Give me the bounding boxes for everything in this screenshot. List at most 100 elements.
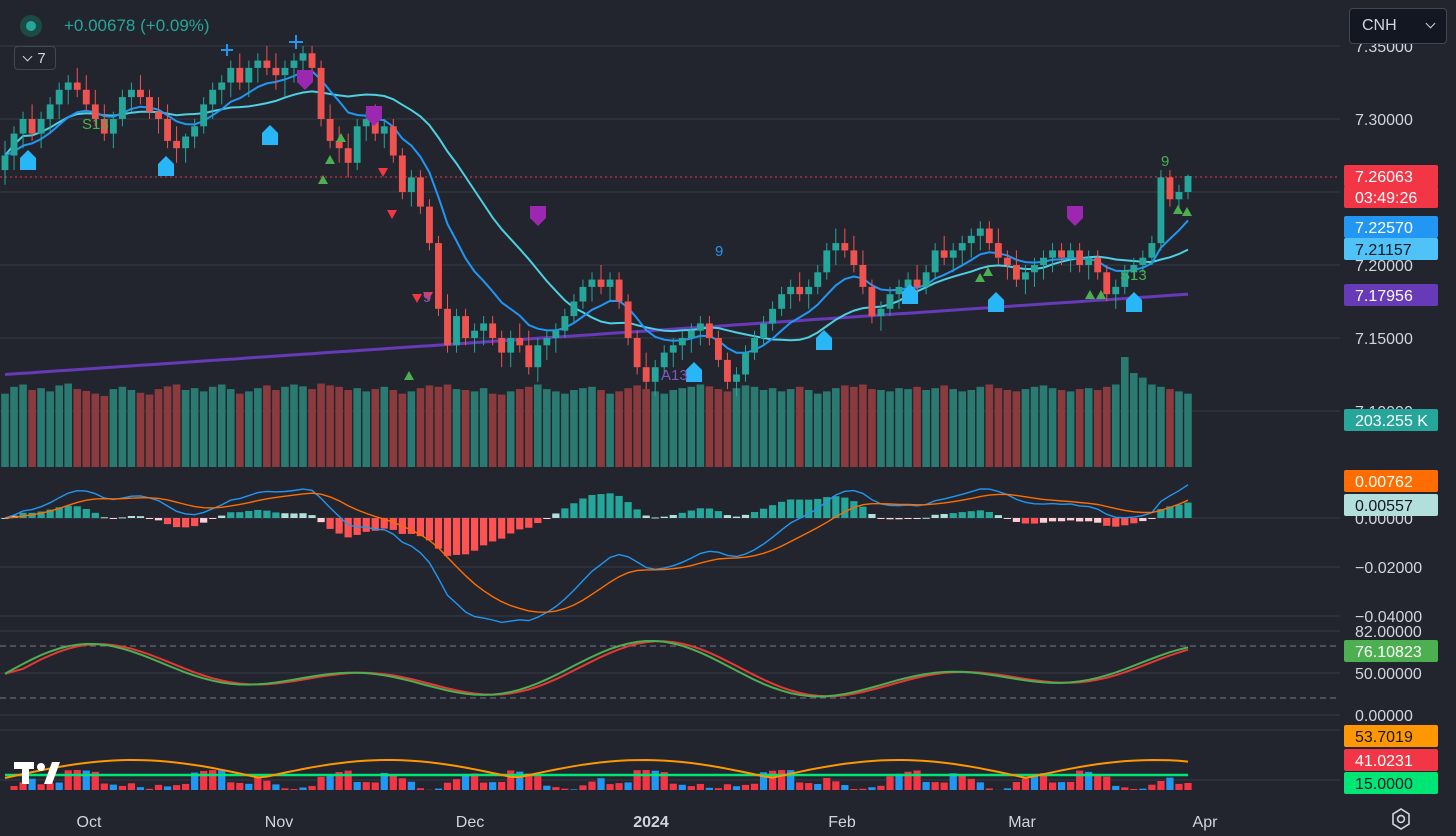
macd-histogram-bar xyxy=(615,495,623,518)
ma-mid-label-bg xyxy=(1344,238,1438,260)
macd-histogram-bar xyxy=(877,518,885,519)
macd-histogram-bar xyxy=(1003,518,1012,519)
candle-body xyxy=(787,286,795,295)
candle-body xyxy=(1175,192,1183,200)
macd-histogram-bar xyxy=(1012,518,1021,522)
adx-bar xyxy=(1130,788,1138,790)
adx-bar xyxy=(154,784,163,790)
adx-pane[interactable] xyxy=(4,758,1192,790)
volume-bar xyxy=(1130,373,1138,467)
last-price-label-bg xyxy=(1344,165,1438,187)
candle-body xyxy=(1184,175,1192,192)
candle-body xyxy=(489,323,497,338)
threshold-label: 15.0000 xyxy=(1355,776,1413,793)
adx-bar xyxy=(543,785,551,790)
volume-bar xyxy=(822,391,831,467)
di-label: 41.0231 xyxy=(1355,753,1413,770)
volume-bar xyxy=(723,391,732,467)
tradingview-logo-icon xyxy=(14,762,60,784)
macd-histogram-bar xyxy=(651,517,659,519)
macd-histogram-bar xyxy=(832,496,840,518)
indicators-collapse-button[interactable]: 7 xyxy=(14,46,56,70)
adx-bar xyxy=(191,772,199,790)
macd-histogram-bar xyxy=(841,497,849,518)
symbol-select[interactable]: CNH xyxy=(1349,8,1447,44)
adx-bar xyxy=(344,770,352,790)
volume-bar xyxy=(64,383,73,467)
volume-bar xyxy=(1175,391,1183,467)
chevron-down-icon xyxy=(22,51,33,61)
macd-histogram-bar xyxy=(859,506,867,518)
volume-bar xyxy=(1075,389,1084,467)
adx-bar xyxy=(949,773,957,790)
volume-bar xyxy=(1030,386,1039,467)
adx-bar xyxy=(489,782,497,790)
adx-bar xyxy=(37,784,45,790)
volume-bar xyxy=(660,393,669,467)
price-candles[interactable] xyxy=(1,46,1192,397)
volume-bar xyxy=(73,389,82,467)
volume-bar xyxy=(389,390,398,467)
candle-body xyxy=(760,323,767,338)
candle-body xyxy=(805,286,813,295)
volume-bar xyxy=(1111,384,1120,467)
candle-body xyxy=(146,97,153,112)
candle-body xyxy=(236,67,244,83)
threshold-label-bg xyxy=(1344,772,1438,794)
signal-markers: S13 9 A13 9 S13 9 xyxy=(20,35,1192,384)
macd-pane[interactable] xyxy=(1,484,1192,624)
candle-body xyxy=(606,279,614,287)
volume-bar xyxy=(515,389,524,467)
macd-histogram-bar xyxy=(525,518,533,528)
macd-histogram-bar xyxy=(452,518,461,555)
macd-histogram-bar xyxy=(127,515,136,518)
volume-bar xyxy=(46,391,54,467)
adx-bar xyxy=(1139,788,1147,790)
candle-body xyxy=(1103,272,1111,295)
volume-bar xyxy=(226,389,235,467)
countdown-label-bg xyxy=(1344,186,1438,208)
macd-histogram-bar xyxy=(904,518,912,519)
macd-histogram-bar xyxy=(489,518,497,542)
candle-body xyxy=(73,82,81,90)
volume-bar xyxy=(290,384,298,467)
candle-body xyxy=(994,243,1002,258)
volume-bar xyxy=(940,385,948,467)
adx-bar xyxy=(525,773,533,790)
adx-bar xyxy=(1030,775,1039,790)
adx-bar xyxy=(669,783,677,790)
macd-histogram-bar xyxy=(380,518,388,529)
adx-bar xyxy=(642,770,650,790)
volume-label-bg xyxy=(1344,409,1438,431)
time-tick-label: Mar xyxy=(1008,814,1036,831)
volume-bar xyxy=(497,394,506,467)
volume-bar xyxy=(1021,389,1030,467)
candle-body xyxy=(796,286,804,295)
adx-bar xyxy=(787,770,795,790)
buy-flag-icon xyxy=(988,292,1004,312)
volume-bar xyxy=(299,386,307,467)
stoch-k-line xyxy=(4,640,1189,698)
volume-bar xyxy=(732,388,741,467)
macd-histogram-bar xyxy=(344,518,352,538)
candle-body xyxy=(904,279,912,287)
gear-icon[interactable] xyxy=(1390,808,1412,830)
volume-bar xyxy=(371,389,380,467)
volume-bar xyxy=(1003,390,1012,467)
adx-bar xyxy=(814,783,822,790)
volume-bar xyxy=(91,393,100,467)
macd-histogram-bar xyxy=(236,512,244,518)
candle-body xyxy=(55,89,63,105)
volume-bar xyxy=(967,390,976,467)
volume-bar xyxy=(217,384,226,467)
macd-histogram-bar xyxy=(985,512,993,518)
volume-bar xyxy=(669,390,678,467)
adx-bar xyxy=(1103,776,1111,790)
stochastic-pane[interactable] xyxy=(4,640,1189,698)
volume-bar xyxy=(254,388,262,467)
macd-histogram-bar xyxy=(82,508,90,518)
volume-bar xyxy=(859,384,867,467)
macd-histogram-bar xyxy=(263,510,271,518)
macd-histogram-bar xyxy=(949,513,957,518)
